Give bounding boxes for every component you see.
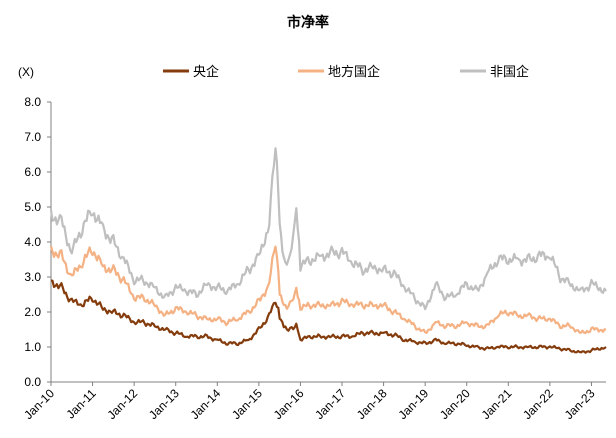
- y-tick-label: 3.0: [24, 270, 41, 284]
- legend-label-1: 地方国企: [328, 64, 380, 79]
- legend-label-2: 非国企: [490, 64, 529, 79]
- series-line-2: [49, 147, 607, 311]
- x-tick-label: Jan-13: [146, 386, 182, 422]
- x-tick-label: Jan-21: [479, 386, 515, 422]
- x-tick-label: Jan-14: [188, 386, 224, 422]
- x-tick-label: Jan-10: [21, 386, 57, 422]
- y-tick-label: 2.0: [24, 305, 41, 319]
- y-tick-label: 5.0: [24, 200, 41, 214]
- x-tick-label: Jan-18: [354, 386, 390, 422]
- x-tick-label: Jan-15: [229, 386, 265, 422]
- y-tick-label: 0.0: [24, 375, 41, 389]
- y-tick-label: 7.0: [24, 130, 41, 144]
- y-tick-label: 6.0: [24, 165, 41, 179]
- y-tick-label: 1.0: [24, 340, 41, 354]
- y-tick-label: 8.0: [24, 95, 41, 109]
- x-tick-label: Jan-16: [271, 386, 307, 422]
- legend: 央企 地方国企 非国企: [163, 64, 529, 79]
- chart-title: 市净率: [287, 14, 329, 30]
- legend-label-0: 央企: [193, 64, 219, 79]
- x-tick-label: Jan-11: [63, 386, 98, 421]
- series-line-1: [49, 245, 607, 335]
- series-lines: [49, 147, 607, 354]
- x-tick-label: Jan-20: [437, 386, 473, 422]
- y-tick-label: 4.0: [24, 235, 41, 249]
- y-axis-unit-label: (X): [18, 65, 34, 79]
- series-line-0: [50, 279, 607, 354]
- x-tick-label: Jan-19: [395, 386, 431, 422]
- x-tick-label: Jan-23: [562, 386, 598, 422]
- x-tick-label: Jan-17: [312, 386, 348, 422]
- x-tick-label: Jan-22: [520, 386, 556, 422]
- x-tick-label: Jan-12: [104, 386, 140, 422]
